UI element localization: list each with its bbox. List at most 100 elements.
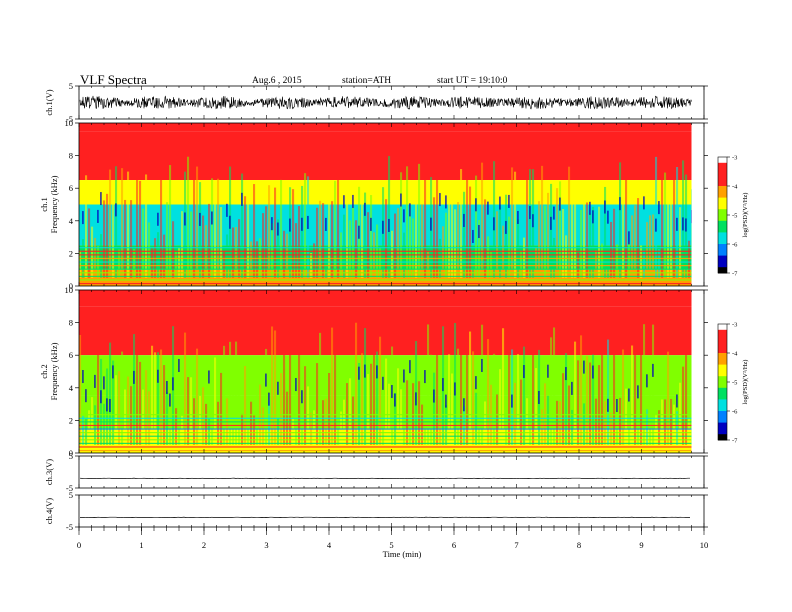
colorbar-segment (718, 387, 727, 392)
colorbar-segment (718, 382, 727, 386)
spectrogram-column (427, 324, 430, 445)
spectrogram-column (505, 404, 508, 445)
spectrogram-column (298, 206, 301, 278)
spectrogram-column (523, 346, 526, 445)
spectrogram-column (163, 234, 166, 278)
spectrogram-dark-spot (169, 393, 171, 407)
spectrogram-column (85, 175, 88, 278)
spectrogram-column (295, 363, 298, 445)
spectrogram-dark-spot (94, 374, 96, 388)
spectrogram-column (229, 341, 232, 445)
spectrogram-column (187, 156, 190, 278)
x-tick-label: 1 (139, 540, 143, 550)
colorbar-segment (718, 347, 727, 351)
spectrogram-column (646, 409, 649, 445)
spectrogram-column (373, 339, 376, 445)
spectrogram-column (133, 249, 136, 278)
x-tick-label: 10 (700, 540, 709, 550)
colorbar-segment (718, 255, 727, 259)
spectrogram-column (667, 351, 670, 445)
spectrogram-column (616, 244, 619, 278)
colorbar-segment (718, 264, 727, 268)
spectrogram-dark-spot (403, 369, 405, 383)
spectrogram-column (553, 327, 556, 445)
spectrogram-column (139, 180, 142, 278)
colorbar-segment (718, 413, 727, 418)
spectrogram-column (226, 234, 229, 278)
colorbar-segment (718, 194, 727, 199)
spectrogram-band (79, 131, 692, 181)
colorbar-segment (718, 408, 727, 412)
spectrogram-column (331, 201, 334, 278)
spectrogram-dark-spot (112, 365, 114, 379)
colorbar-segment (718, 186, 727, 190)
spectrogram-column (145, 370, 148, 445)
spectrogram-column (130, 386, 133, 445)
spectrogram-column (340, 411, 343, 445)
spectrogram-column (511, 167, 514, 278)
y-tick-label: 2 (69, 248, 73, 258)
spectrogram-column (256, 378, 259, 445)
x-tick-label: 3 (264, 540, 268, 550)
spectrogram-column (184, 332, 187, 445)
spectrogram-dark-spot (307, 215, 309, 229)
colorbar-segment (718, 384, 727, 389)
colorbar-segment (718, 267, 727, 271)
spectrogram-column (142, 389, 145, 445)
spectrogram-dark-spot (475, 198, 477, 212)
ch2-spectrogram-panel: 0 2 4 6 8 10 ch.2 Frequency (kHz) (39, 285, 708, 458)
spectrogram-column (277, 219, 280, 278)
spectrogram-column (658, 249, 661, 278)
spectrogram-column (175, 251, 178, 278)
spectrogram-column (601, 338, 604, 445)
spectrogram-column (631, 215, 634, 278)
spectrogram-column (202, 215, 205, 278)
y-tick-label: -5 (66, 522, 73, 532)
spectrogram-dark-spot (445, 394, 447, 408)
colorbar-segment (718, 353, 727, 357)
spectrogram-dark-spot (550, 216, 552, 230)
spectrogram-column (583, 403, 586, 445)
spectrogram-blank (691, 123, 704, 286)
spectrogram-dark-spot (433, 389, 435, 403)
y-tick-label: 6 (69, 183, 73, 193)
x-tick-label: 6 (452, 540, 456, 550)
spectrogram-column (649, 215, 652, 278)
spectrogram-band (79, 290, 692, 307)
spectrogram-dark-spot (415, 392, 417, 406)
station-label: station=ATH (342, 76, 391, 86)
spectrogram-column (661, 169, 664, 278)
spectrogram-line (79, 257, 692, 260)
spectrogram-column (385, 358, 388, 445)
ch4-waveform-panel: 5 -5 ch.4(V) (44, 490, 708, 532)
spectrogram-dark-spot (529, 206, 531, 220)
spectrogram-column (412, 383, 415, 445)
spectrogram-column (349, 220, 352, 278)
spectrogram-line (79, 428, 692, 430)
spectrogram-dark-spot (184, 212, 186, 226)
spectrogram-column (433, 197, 436, 278)
spectrogram-column (355, 322, 358, 445)
spectrogram-dark-spot (454, 382, 456, 396)
spectrogram-dark-spot (637, 385, 639, 399)
spectrogram-dark-spot (409, 203, 411, 217)
spectrogram-column (127, 376, 130, 445)
spectrogram-dark-spot (607, 398, 609, 412)
spectrogram-column (526, 170, 529, 278)
spectrogram-dark-spot (424, 370, 426, 384)
spectrogram-column (460, 333, 463, 445)
ch4-ylabel: ch.4(V) (44, 498, 54, 524)
spectrogram-column (250, 241, 253, 278)
spectrogram-column (88, 208, 91, 278)
spectrogram-dark-spot (478, 224, 480, 239)
spectrogram-column (424, 176, 427, 278)
panel-frame (78, 494, 705, 528)
spectrogram-column (481, 324, 484, 445)
spectrogram-column (328, 372, 331, 445)
spectrogram-line (79, 282, 692, 285)
spectrogram-dark-spot (583, 360, 585, 374)
spectrogram-column (421, 404, 424, 445)
spectrogram-column (85, 418, 88, 445)
spectrogram-dark-spot (277, 222, 279, 236)
spectrogram-column (145, 174, 148, 278)
